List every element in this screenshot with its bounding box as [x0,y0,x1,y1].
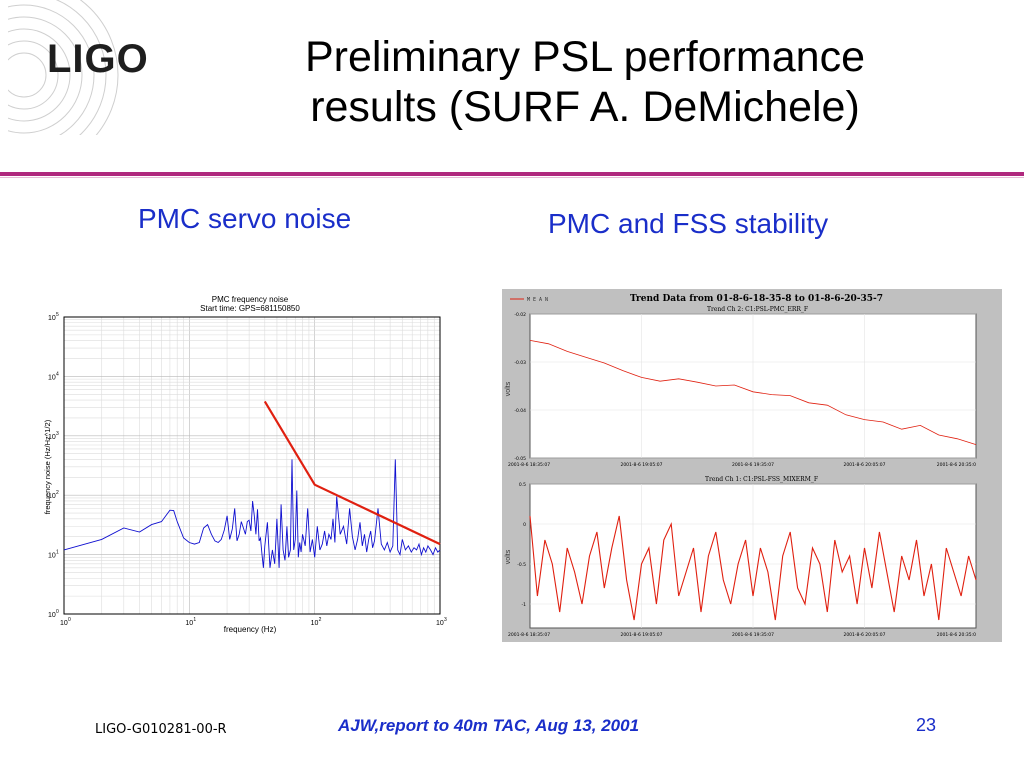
slide-title-line1: Preliminary PSL performance [304,33,865,81]
tick-labels: 10 0 10 1 10 2 10 310 010 110 210 310 410 5 [48,312,447,627]
left-subtitle: PMC servo noise [138,203,352,234]
x-axis-label: frequency (Hz) [224,625,277,634]
slide-title: Preliminary PSL performance results (SUR… [200,32,970,132]
footer-report-info: AJW,report to 40m TAC, Aug 13, 2001 [338,716,640,735]
trend-title: Trend Data from 01-8-6-18-35-8 to 01-8-6… [630,294,883,304]
y-tick-exponent: 1 [56,550,59,556]
panel-top-ylabel: volts [505,381,512,396]
y-tick-label: 10 [48,493,56,500]
ligo-logo-text: LIGO [47,37,149,81]
y-tick-exponent: 5 [56,312,59,318]
panel-bottom-ticks: 0.5 0 -0.5 -1 2001-8-6 18:35:07 2001-8-6 19:0… [508,482,976,638]
panel-top-series [529,340,977,445]
x-tick-label: 2001-8-6 18:35:07 [508,632,550,638]
y-tick-label: -0.5 [517,562,526,568]
y-tick-exponent: 0 [56,609,59,615]
panel-top-grid [530,313,976,459]
pmc-noise-chart: PMC frequency noise Start time: GPS=6811… [43,295,447,634]
noise-spectrum-line [63,459,441,568]
x-tick-label: 2001-8-6 19:05:07 [620,462,662,468]
footer-document-id: LIGO-G010281-00-R [95,722,227,737]
x-tick-label: 10 [185,620,193,627]
x-tick-label: 2001-8-6 18:35:07 [508,462,550,468]
panel-top-title: Trend Ch 2: C1:PSL-PMC_ERR_F [707,306,808,313]
trend-series-line [529,340,977,445]
chart-subtitle: Start time: GPS=681150850 [200,304,300,313]
y-axis-label: frequency noise (Hz/Hz^1/2) [43,419,52,514]
panel-bottom-title: Trend Ch 1: C1:PSL-FSS_MIXERM_F [705,476,818,483]
y-tick-exponent: 2 [56,490,59,496]
y-tick-label: -0.04 [514,408,526,414]
x-tick-label: 10 [436,620,444,627]
panel-bottom-series [529,515,977,621]
x-tick-label: 10 [311,620,319,627]
slide-title-line2: results (SURF A. DeMichele) [310,83,860,131]
x-tick-label: 2001-8-6 20:05:07 [843,462,885,468]
y-tick-label: 0.5 [519,482,526,488]
x-tick-label: 2001-8-6 19:35:07 [732,632,774,638]
y-tick-label: -0.03 [514,360,526,366]
y-tick-label: 0 [523,522,526,528]
panel-bottom-grid [530,483,976,628]
panel-bottom-ylabel: volts [505,549,512,564]
right-subtitle: PMC and FSS stability [548,208,829,239]
y-tick-label: 10 [48,434,56,441]
trend-data-panel: M E A N Trend Data from 01-8-6-18-35-8 t… [502,289,1002,642]
y-tick-label: 10 [48,374,56,381]
x-tick-label: 2001-8-6 20:05:07 [843,632,885,638]
chart-title: PMC frequency noise [212,295,289,304]
x-tick-exponent: 3 [444,617,447,623]
trend-chart: M E A N Trend Data from 01-8-6-18-35-8 t… [505,294,977,638]
x-tick-exponent: 0 [68,617,71,623]
title-divider [0,172,1024,176]
trend-series-line [529,515,977,621]
y-tick-label: 10 [48,612,56,619]
legend-label: M E A N [527,297,548,303]
y-tick-label: 10 [48,315,56,322]
y-tick-label: 10 [48,553,56,560]
title-divider-shadow [0,177,1024,178]
requirement-line [263,400,441,546]
y-tick-label: -0.02 [514,312,526,318]
y-tick-label: -0.05 [514,456,526,462]
x-tick-exponent: 2 [319,617,322,623]
x-tick-label: 2001-8-6 20:35:0 [937,632,976,638]
page-number: 23 [916,715,937,735]
series-group [63,400,441,568]
ligo-logo [8,0,119,135]
x-tick-label: 2001-8-6 20:35:0 [937,462,976,468]
x-tick-label: 2001-8-6 19:05:07 [620,632,662,638]
chart-grid [63,317,440,615]
y-tick-exponent: 3 [56,431,59,437]
x-tick-exponent: 1 [193,617,196,623]
x-tick-label: 10 [60,620,68,627]
y-tick-exponent: 4 [56,371,59,377]
y-tick-label: -1 [522,602,527,608]
plot-frame [63,316,441,615]
x-tick-label: 2001-8-6 19:35:07 [732,462,774,468]
